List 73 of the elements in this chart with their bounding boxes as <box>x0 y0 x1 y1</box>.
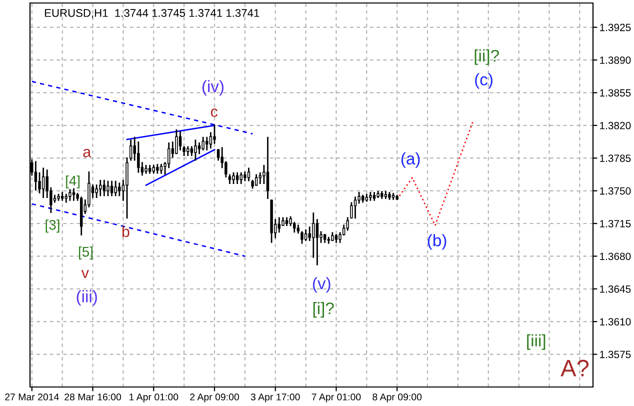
y-tick-label: 1.3575 <box>600 350 631 358</box>
y-tick-label: 1.3680 <box>600 252 631 260</box>
x-tick-label: 2 Apr 09:00 <box>190 394 239 402</box>
annotation: (b) <box>428 234 446 250</box>
y-tick-label: 1.3715 <box>600 220 631 228</box>
candlestick <box>278 217 281 233</box>
annotation: [5] <box>79 246 92 260</box>
candlestick <box>216 148 220 161</box>
y-tick-label: 1.3645 <box>600 285 631 293</box>
y-tick-label: 1.3785 <box>600 154 631 162</box>
annotation: (a) <box>401 152 420 168</box>
candlestick <box>316 219 319 266</box>
x-tick-label: 1 Apr 01:00 <box>130 394 178 402</box>
annotation: A? <box>560 360 589 376</box>
candlestick <box>312 212 315 258</box>
y-tick-label: 1.3925 <box>600 24 631 32</box>
candlestick <box>114 180 117 196</box>
x-tick-label: 3 Apr 17:00 <box>250 394 300 402</box>
y-tick-label: 1.3610 <box>600 318 631 326</box>
annotation: [iii] <box>527 334 546 350</box>
candlestick <box>167 142 170 168</box>
annotation: b <box>122 226 130 238</box>
y-tick-label: 1.3890 <box>600 56 631 64</box>
candlestick <box>198 142 201 154</box>
candlestick <box>178 131 182 150</box>
annotation: [4] <box>66 175 80 188</box>
y-tick-label: 1.3855 <box>600 89 631 97</box>
y-tick-label: 1.3750 <box>600 187 631 195</box>
candlestick <box>258 172 262 184</box>
candlestick <box>72 188 76 201</box>
candlestick <box>202 136 204 150</box>
x-tick-label: 28 Mar 16:00 <box>64 394 122 400</box>
candlestick <box>126 157 128 219</box>
candlestick <box>68 189 72 201</box>
annotation: v <box>81 270 89 278</box>
annotation: [3] <box>46 220 60 233</box>
candlestick <box>34 161 38 191</box>
candlestick <box>254 174 258 186</box>
candlestick <box>206 136 208 150</box>
chart-title: EURUSD,H1 1.3744 1.3745 1.3741 1.3741 <box>44 9 260 18</box>
candlestick <box>213 124 216 144</box>
candlestick <box>42 168 45 198</box>
candlestick <box>209 132 212 149</box>
candlestick <box>304 229 308 242</box>
candlestick <box>106 180 110 196</box>
annotation: (v) <box>312 277 330 293</box>
annotation: (iv) <box>202 80 224 96</box>
candlestick <box>99 180 102 196</box>
candlestick <box>308 226 311 242</box>
candlestick <box>194 140 197 161</box>
candlestick <box>175 129 178 154</box>
y-tick-label: 1.3820 <box>600 122 631 130</box>
candlestick <box>236 172 239 184</box>
x-tick-label: 8 Apr 09:00 <box>372 394 422 402</box>
annotation: a <box>83 148 92 158</box>
candlestick <box>266 136 270 199</box>
annotation: [ii]? <box>474 49 499 65</box>
annotation: (c) <box>475 73 492 89</box>
annotation: (iii) <box>76 290 97 306</box>
candlestick <box>240 172 242 184</box>
line-series <box>396 120 474 226</box>
x-tick-label: 27 Mar 2014 <box>5 394 59 400</box>
candlestick <box>354 196 357 219</box>
candlestick <box>247 168 250 182</box>
candlestick <box>232 172 235 184</box>
x-tick-label: 7 Apr 01:00 <box>312 394 361 402</box>
candlestick <box>118 182 121 196</box>
annotation: [i]? <box>313 302 334 318</box>
annotation: c <box>210 108 218 117</box>
candlestick <box>60 192 64 201</box>
candlestick <box>129 140 132 161</box>
candlestick <box>110 180 114 196</box>
candlestick <box>95 184 98 198</box>
